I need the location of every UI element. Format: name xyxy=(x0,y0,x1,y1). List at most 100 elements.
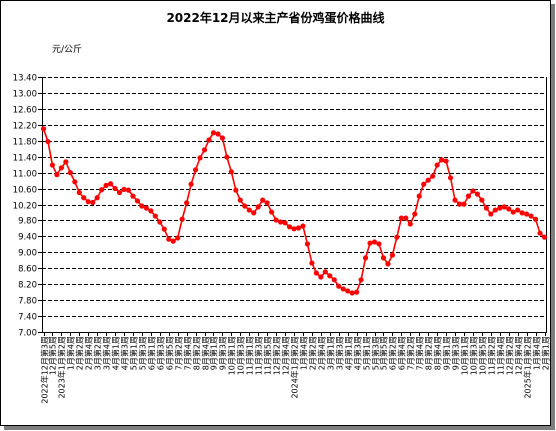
x-tick-label: 6月第3周 xyxy=(156,336,166,370)
data-point xyxy=(139,203,145,209)
data-point xyxy=(94,195,100,201)
data-point xyxy=(541,234,548,240)
x-tick-label: 2023年1月第2周 xyxy=(57,336,67,399)
data-point xyxy=(192,167,199,173)
data-point xyxy=(201,147,208,153)
data-point xyxy=(470,188,476,194)
data-point xyxy=(447,175,454,181)
data-point xyxy=(264,200,270,206)
x-tick-label: 4月第3周 xyxy=(120,336,130,370)
data-point xyxy=(340,286,346,292)
data-point xyxy=(394,234,400,240)
x-tick-label: 8月第2周 xyxy=(192,336,202,370)
data-point xyxy=(63,159,69,165)
data-point xyxy=(336,283,342,289)
x-tick-label: 3月第1周 xyxy=(326,336,336,370)
data-point xyxy=(197,155,203,161)
x-tick-label: 9月第1周 xyxy=(209,336,219,370)
data-point xyxy=(76,189,82,196)
data-point xyxy=(416,193,422,199)
x-tick-label: 6月第1周 xyxy=(147,336,157,370)
y-tick-label: 11.40 xyxy=(13,154,37,164)
x-tick-label: 1月第4周 xyxy=(299,336,309,370)
data-point xyxy=(179,216,185,222)
x-tick-label: 11月第2周 xyxy=(487,336,497,375)
x-tick-label: 5月第5周 xyxy=(379,336,389,370)
x-tick-label: 10月第3周 xyxy=(469,336,479,375)
data-point xyxy=(371,239,378,245)
data-point xyxy=(170,238,176,244)
x-tick-label: 7月第4周 xyxy=(415,336,425,370)
x-tick-label: 5月第3周 xyxy=(138,336,148,370)
data-point xyxy=(537,230,543,236)
data-point xyxy=(349,290,355,296)
data-point xyxy=(331,277,337,283)
x-tick-label: 7月第2周 xyxy=(406,336,416,370)
y-tick-label: 7.40 xyxy=(18,313,37,323)
data-point xyxy=(184,200,190,206)
data-point xyxy=(286,224,293,230)
x-tick-label: 2022年12月第3周 xyxy=(40,336,50,404)
x-tick-label: 4月第3周 xyxy=(353,336,363,370)
data-point xyxy=(479,197,485,203)
data-point xyxy=(134,198,141,204)
data-point xyxy=(398,215,404,221)
y-tick-label: 9.00 xyxy=(18,249,37,259)
data-point xyxy=(260,197,266,203)
data-point xyxy=(452,197,458,203)
x-tick-label: 8月第4周 xyxy=(201,336,211,370)
data-point xyxy=(188,181,194,187)
data-point xyxy=(228,169,234,175)
y-tick-label: 12.60 xyxy=(13,106,37,116)
y-tick-label: 8.20 xyxy=(18,281,37,291)
x-tick-label: 3月第3周 xyxy=(335,336,345,370)
data-point xyxy=(345,288,351,294)
data-point xyxy=(318,274,324,280)
data-point xyxy=(421,181,427,187)
data-point xyxy=(72,179,78,185)
data-point xyxy=(166,236,172,242)
x-tick-label: 10月第3周 xyxy=(236,336,246,375)
y-tick-label: 8.60 xyxy=(18,265,37,275)
data-point xyxy=(161,226,167,232)
x-tick-label: 2月第4周 xyxy=(84,336,94,370)
data-point xyxy=(125,187,132,193)
y-axis-unit-label: 元/公斤 xyxy=(52,45,83,55)
data-point xyxy=(143,205,149,211)
data-point xyxy=(157,219,163,225)
x-tick-label: 12月第5周 xyxy=(48,336,58,375)
x-tick-label: 11月第1周 xyxy=(245,336,255,375)
data-point xyxy=(103,182,109,188)
data-point xyxy=(506,206,512,212)
x-tick-label: 1月第4周 xyxy=(66,336,76,370)
data-point xyxy=(412,211,418,217)
data-point xyxy=(81,195,87,201)
data-point xyxy=(354,289,360,295)
data-point xyxy=(58,165,64,171)
x-tick-label: 12月第4周 xyxy=(514,336,524,375)
y-tick-label: 12.20 xyxy=(13,122,37,132)
data-point xyxy=(246,207,252,213)
data-point xyxy=(90,199,96,206)
data-point xyxy=(175,235,181,241)
data-point xyxy=(219,135,226,141)
x-tick-label: 2月第2周 xyxy=(308,336,318,370)
data-point xyxy=(528,213,534,219)
x-tick-label: 4月第1周 xyxy=(111,336,121,370)
data-point xyxy=(54,172,60,178)
data-point xyxy=(121,186,127,192)
x-tick-label: 9月第3周 xyxy=(451,336,461,370)
data-point xyxy=(380,255,387,261)
x-tick-label: 8月第2周 xyxy=(424,336,434,370)
y-axis-ticks: 7.00 7.40 7.80 8.20 8.60 9.00 9.40 9.80 10.20 10.… xyxy=(13,74,42,339)
data-point xyxy=(206,137,212,143)
data-point xyxy=(269,209,275,215)
chart-title: 2022年12月以来主产省份鸡蛋价格曲线 xyxy=(166,11,385,25)
y-tick-label: 7.00 xyxy=(18,329,37,339)
x-tick-label: 8月第4周 xyxy=(433,336,443,370)
data-point xyxy=(116,189,123,196)
y-tick-label: 13.00 xyxy=(13,90,37,100)
data-point xyxy=(474,191,481,197)
data-point xyxy=(403,215,409,221)
data-point xyxy=(515,207,521,213)
